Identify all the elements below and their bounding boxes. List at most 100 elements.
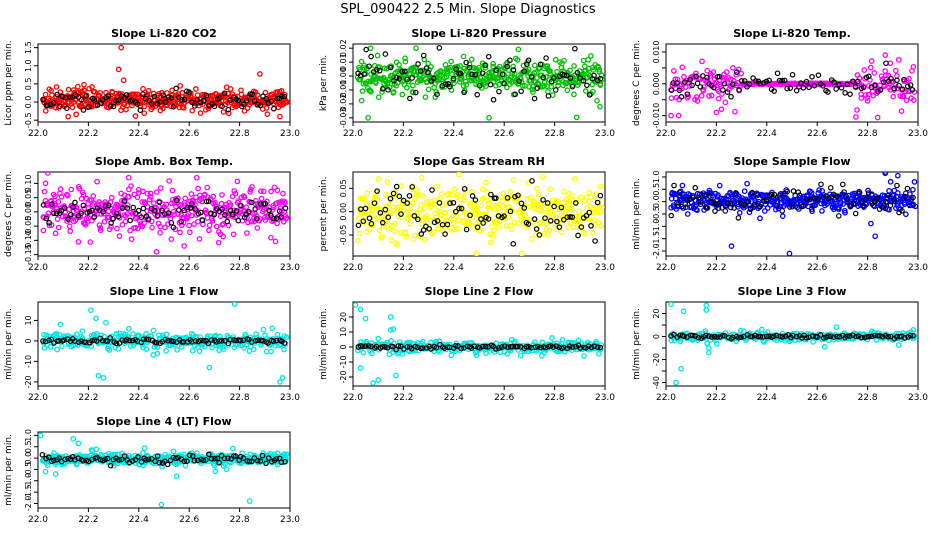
chart-title: Slope Line 4 (LT) Flow <box>96 415 231 428</box>
reference-point <box>836 213 842 219</box>
reference-point <box>728 200 734 207</box>
reference-point <box>246 458 253 465</box>
data-points <box>40 302 290 385</box>
reference-point <box>507 57 513 64</box>
chart-panel-4: Slope Amb. Box Temp.degrees C per min.22… <box>4 155 300 273</box>
data-point <box>253 213 260 219</box>
outlier-point <box>100 374 107 381</box>
data-point <box>52 193 58 200</box>
data-point <box>146 196 153 203</box>
outlier-point <box>413 45 419 52</box>
plot-frame <box>37 43 291 123</box>
x-tick-label: 22.6 <box>494 263 514 273</box>
data-point <box>565 224 571 231</box>
data-point <box>106 347 113 353</box>
reference-point <box>259 452 266 459</box>
reference-point <box>179 97 185 103</box>
data-point <box>202 106 209 113</box>
data-point <box>471 200 478 207</box>
outlier-point <box>894 172 901 179</box>
reference-point <box>902 193 909 200</box>
data-point <box>730 65 736 71</box>
reference-point <box>668 333 674 339</box>
reference-point <box>724 89 731 95</box>
reference-point <box>689 82 695 89</box>
reference-point <box>49 201 55 207</box>
y-tick-label: 0.000 <box>652 72 661 95</box>
reference-point <box>777 193 783 199</box>
data-point <box>483 146 487 150</box>
data-point <box>281 346 287 353</box>
data-point <box>213 223 220 230</box>
data-point <box>442 209 449 216</box>
data-point <box>141 110 148 117</box>
outlier-point <box>231 302 238 307</box>
reference-point <box>534 343 541 350</box>
reference-point <box>107 103 114 109</box>
reference-point <box>577 75 583 81</box>
data-point <box>677 338 684 345</box>
outlier-point <box>786 250 793 256</box>
data-point <box>182 195 189 202</box>
outlier-point <box>703 307 710 313</box>
reference-point <box>736 334 742 341</box>
reference-point <box>472 71 479 78</box>
data-point <box>81 81 87 88</box>
y-axis-label: ml/min per min. <box>319 308 329 380</box>
reference-point <box>373 66 380 73</box>
data-point <box>890 93 897 100</box>
data-point <box>420 205 427 212</box>
outlier-point <box>486 114 492 121</box>
data-point <box>116 233 123 239</box>
data-point <box>227 86 234 92</box>
reference-point <box>412 89 419 96</box>
x-tick-label: 22.4 <box>129 263 149 273</box>
y-axis-label: ml/min per min. <box>4 308 14 380</box>
outlier-point <box>390 326 397 332</box>
data-point <box>230 334 236 340</box>
data-point <box>585 56 592 63</box>
data-point <box>544 63 551 69</box>
x-tick-label: 22.2 <box>393 393 413 403</box>
reference-point <box>129 458 136 464</box>
reference-point <box>708 199 715 205</box>
data-point <box>704 67 711 74</box>
reference-point <box>39 451 46 458</box>
reference-point <box>846 333 853 339</box>
x-tick-label: 22.4 <box>444 263 464 273</box>
reference-point <box>507 208 514 215</box>
reference-point <box>528 74 535 80</box>
data-point <box>894 190 901 196</box>
data-point <box>437 221 444 228</box>
data-point <box>461 197 467 203</box>
reference-point <box>597 192 604 199</box>
reference-point <box>399 68 405 75</box>
reference-point <box>809 73 815 80</box>
data-point <box>738 327 744 334</box>
y-tick-label: -1.5 <box>652 231 661 247</box>
chart-title: Slope Gas Stream RH <box>413 155 545 168</box>
data-point <box>476 64 482 71</box>
reference-point <box>278 93 285 100</box>
reference-point <box>138 459 145 465</box>
data-point <box>361 65 368 71</box>
outlier-point <box>193 174 200 181</box>
x-tick-label: 22.4 <box>129 515 149 525</box>
data-point <box>359 88 366 94</box>
reference-point <box>447 200 453 207</box>
reference-point <box>211 211 218 218</box>
x-tick-label: 22.2 <box>393 129 413 139</box>
reference-point <box>514 343 521 350</box>
data-point <box>268 348 274 355</box>
reference-point <box>278 214 285 220</box>
reference-point <box>214 455 221 462</box>
chart-title: Slope Li-820 Pressure <box>411 27 546 40</box>
reference-point <box>186 89 192 95</box>
y-tick-label: 0.0 <box>24 452 33 465</box>
chart-title: Slope Sample Flow <box>733 155 850 168</box>
data-point <box>268 188 275 195</box>
reference-point <box>585 343 592 349</box>
reference-point <box>247 91 253 97</box>
x-tick-label: 22.6 <box>179 393 199 403</box>
reference-point <box>474 91 481 98</box>
